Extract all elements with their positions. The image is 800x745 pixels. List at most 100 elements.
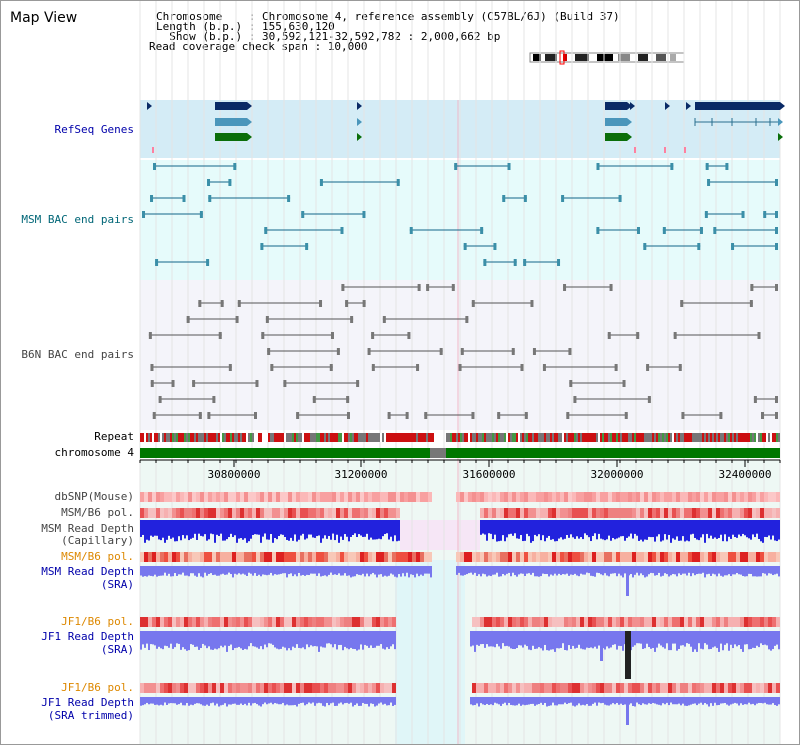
read-depth-bar	[688, 566, 690, 573]
repeat-segment	[582, 433, 584, 442]
polymorphism-cell	[600, 552, 604, 562]
read-depth-bar	[532, 697, 534, 704]
read-depth-spike	[625, 631, 631, 679]
polymorphism-cell	[616, 492, 620, 502]
repeat-segment	[356, 433, 358, 442]
polymorphism-heat-tracks[interactable]	[140, 492, 780, 693]
read-depth-bar	[266, 520, 268, 540]
polymorphism-cell	[752, 492, 756, 502]
read-depth-bar	[320, 566, 322, 577]
read-depth-bar	[536, 697, 538, 705]
polymorphism-cell	[764, 617, 768, 627]
read-depth-bar	[728, 697, 730, 706]
polymorphism-cell	[616, 508, 620, 518]
polymorphism-cell	[716, 508, 720, 518]
chromosome-ideogram[interactable]	[529, 50, 685, 65]
polymorphism-cell	[524, 508, 528, 518]
bac-end	[458, 364, 462, 371]
repeat-segment	[214, 433, 216, 442]
read-depth-bar	[662, 631, 664, 648]
repeat-segment	[588, 433, 590, 442]
read-depth-bar	[500, 631, 502, 649]
read-depth-bar	[646, 697, 648, 705]
polymorphism-cell	[324, 508, 328, 518]
bac-end	[775, 243, 778, 250]
polymorphism-cell	[516, 508, 520, 518]
read-depth-bar	[346, 520, 348, 537]
polymorphism-cell	[664, 508, 668, 518]
read-depth-bar	[716, 520, 718, 539]
read-depth-bar	[548, 520, 550, 536]
read-depth-bar	[684, 697, 686, 706]
read-depth-bar	[564, 697, 566, 703]
repeat-segment	[196, 433, 198, 442]
msm-bac-pairs-track[interactable]	[142, 163, 778, 266]
bac-end	[264, 227, 268, 234]
read-depth-bar	[374, 631, 376, 648]
polymorphism-cell	[652, 617, 656, 627]
polymorphism-cell	[140, 552, 144, 562]
read-depth-bar	[620, 631, 622, 647]
read-depth-bar	[264, 566, 266, 575]
bac-end	[336, 348, 340, 355]
read-depth-bar	[146, 566, 148, 577]
read-depth-bar	[228, 520, 230, 538]
msm-b6-pol-label: MSM/B6 pol.	[61, 506, 134, 519]
polymorphism-cell	[476, 683, 480, 693]
polymorphism-cell	[716, 617, 720, 627]
read-depth-bar	[336, 697, 338, 706]
read-depth-bar	[734, 697, 736, 703]
read-depth-bar	[672, 631, 674, 644]
gene-block	[215, 102, 247, 110]
read-depth-bar	[354, 520, 356, 534]
polymorphism-cell	[700, 617, 704, 627]
refseq-genes-track[interactable]	[147, 102, 785, 153]
read-depth-bar	[726, 631, 728, 644]
repeat-segment	[366, 433, 368, 442]
read-depth-bar	[282, 697, 284, 703]
read-depth-bar	[516, 566, 518, 577]
polymorphism-cell	[272, 552, 276, 562]
repeat-segment	[704, 433, 706, 442]
read-depth-bar	[692, 520, 694, 534]
repeat-segment	[466, 433, 468, 442]
read-depth-bar	[282, 631, 284, 647]
repeat-segment	[642, 433, 644, 442]
read-depth-bar	[464, 566, 466, 575]
read-depth-bar	[290, 631, 292, 651]
polymorphism-cell	[308, 508, 312, 518]
read-depth-bar	[394, 520, 396, 536]
read-depth-bar	[534, 697, 536, 706]
repeat-segment	[312, 433, 314, 442]
read-depth-bar	[470, 697, 472, 705]
read-depth-bar	[668, 697, 670, 706]
repeat-segment	[386, 433, 388, 442]
read-depth-bar	[556, 631, 558, 649]
chromosome-bar[interactable]	[140, 448, 780, 458]
repeat-track[interactable]	[140, 433, 780, 442]
read-depth-bar	[224, 631, 226, 646]
read-depth-bar	[266, 566, 268, 576]
chromosome-label: chromosome 4	[54, 446, 134, 459]
read-depth-bar	[544, 520, 546, 542]
bac-end	[382, 316, 386, 323]
bac-end	[350, 316, 354, 323]
polymorphism-cell	[704, 683, 708, 693]
read-depth-tracks[interactable]	[140, 520, 780, 725]
read-depth-bar	[324, 566, 326, 576]
read-depth-bar	[304, 631, 306, 650]
read-depth-bar	[488, 520, 490, 534]
polymorphism-cell	[392, 508, 396, 518]
polymorphism-cell	[656, 508, 660, 518]
read-depth-bar	[604, 566, 606, 574]
polymorphism-cell	[296, 552, 300, 562]
read-depth-bar	[196, 520, 198, 540]
b6n-bac-pairs-track[interactable]	[148, 284, 778, 419]
polymorphism-cell	[544, 683, 548, 693]
read-depth-bar	[542, 697, 544, 705]
read-depth-bar	[686, 520, 688, 541]
read-depth-bar	[278, 520, 280, 537]
ideogram-band	[618, 54, 630, 61]
read-depth-bar	[508, 697, 510, 703]
